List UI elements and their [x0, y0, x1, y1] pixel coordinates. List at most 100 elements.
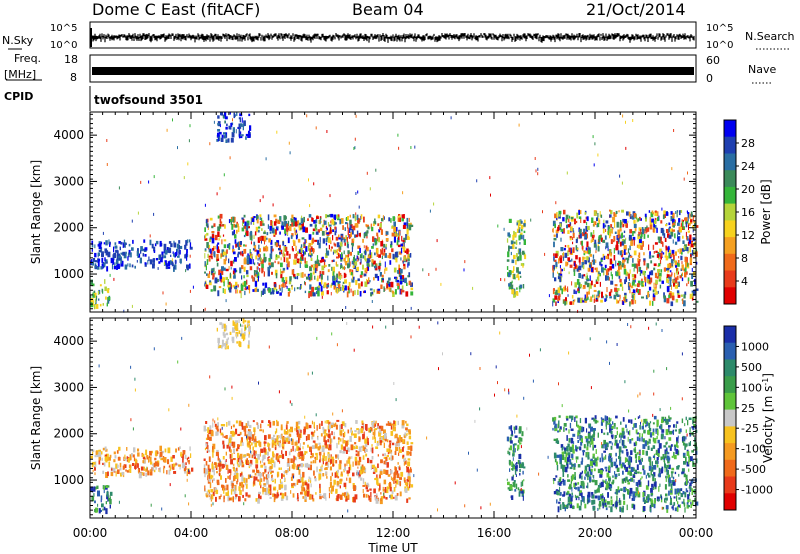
ytick-label: 2000 — [53, 427, 84, 441]
time-tick-label: 00:00 — [679, 526, 714, 540]
cpid-label: CPID — [4, 90, 33, 103]
heatmap-patch-3 — [216, 318, 251, 350]
nsky-tick-bottom: 10^0 — [50, 40, 77, 51]
colorbar-swatch — [724, 392, 736, 411]
nsearch-tick-bottom: 10^0 — [706, 40, 733, 51]
colorbar-swatch — [724, 153, 736, 171]
freq-trace — [92, 67, 694, 75]
nave-label: Nave — [748, 63, 776, 76]
nsky-trace-line — [91, 33, 695, 43]
colorbar-tick-label: 16 — [741, 206, 755, 219]
velocity-axes: 4000 3000 2000 1000 — [53, 318, 697, 518]
colorbar-tick-label: 20 — [741, 183, 755, 196]
heatmap-patch-4 — [506, 218, 527, 298]
heatmap-patch-2 — [203, 419, 414, 505]
velocity-colorbar-label: Velocity [m s-1] — [761, 373, 776, 463]
time-tick-label: 12:00 — [376, 526, 411, 540]
freq-tick-bottom: 8 — [70, 71, 77, 84]
colorbar-swatch — [724, 426, 736, 444]
heatmap-patch-5 — [552, 209, 699, 307]
freq-panel-frame — [89, 54, 697, 83]
ytick-label: 2000 — [53, 221, 84, 235]
nave-tick-bottom: 0 — [706, 72, 713, 85]
colorbar-swatch — [724, 186, 736, 205]
time-tick-label: 20:00 — [578, 526, 613, 540]
power-heatmap — [90, 112, 699, 313]
nsky-tick-top: 10^5 — [50, 23, 77, 34]
heatmap-patch-1 — [90, 445, 194, 479]
colorbar-swatch — [724, 136, 736, 154]
nsearch-label: N.Search — [745, 30, 795, 43]
time-axis: 00:00 04:00 08:00 12:00 16:00 20:00 00:00 — [73, 526, 714, 540]
time-tick-label: 00:00 — [73, 526, 108, 540]
freq-tick-top: 18 — [64, 53, 78, 66]
colorbar-swatch — [724, 476, 736, 494]
colorbar-swatch — [724, 270, 736, 288]
nave-tick-top: 60 — [706, 54, 720, 67]
colorbar-swatch — [724, 203, 736, 221]
colorbar-swatch — [724, 359, 736, 377]
colorbar-swatch — [724, 409, 736, 427]
date-title: 21/Oct/2014 — [586, 0, 686, 19]
heatmap-patch-0 — [90, 279, 111, 310]
power-axes: 4000 3000 2000 1000 — [53, 112, 697, 312]
colorbar-swatch — [724, 120, 736, 138]
colorbar-tick-label: 1000 — [741, 340, 769, 353]
heatmap-patch-3 — [216, 112, 252, 143]
beam-title: Beam 04 — [352, 0, 424, 19]
colorbar-tick-label: 100 — [741, 381, 762, 394]
station-title: Dome C East (fitACF) — [92, 0, 260, 19]
nsky-trace — [90, 28, 695, 47]
colorbar-swatch — [724, 170, 736, 188]
colorbar-swatch — [724, 443, 736, 461]
ytick-label: 4000 — [53, 128, 84, 142]
power-colorbar: 28 24 20 16 12 8 4 — [723, 119, 755, 305]
colorbar-tick-label: 25 — [741, 402, 755, 415]
colorbar-swatch — [724, 459, 736, 477]
colorbar-tick-label: 24 — [741, 160, 755, 173]
colorbar-swatch — [724, 237, 736, 255]
colorbar-swatch — [724, 220, 736, 238]
time-tick-label: 08:00 — [275, 526, 310, 540]
time-tick-label: 16:00 — [477, 526, 512, 540]
time-axis-label: Time UT — [367, 541, 418, 554]
heatmap-patch-4 — [506, 425, 526, 501]
colorbar-tick-label: -1000 — [741, 484, 773, 497]
freq-label: Freq. — [14, 52, 41, 65]
colorbar-tick-label: 28 — [741, 137, 755, 150]
freq-unit: [MHz] — [4, 68, 36, 81]
colorbar-tick-label: -25 — [741, 422, 759, 435]
velocity-ylabel: Slant Range [km] — [29, 366, 43, 470]
colorbar-swatch — [724, 253, 736, 271]
velocity-heatmap — [90, 318, 699, 518]
ytick-label: 4000 — [53, 334, 84, 348]
heatmap-patch-0 — [90, 485, 113, 515]
colorbar-tick-label: -500 — [741, 463, 766, 476]
ytick-label: 1000 — [53, 473, 84, 487]
power-colorbar-label: Power [dB] — [759, 179, 773, 244]
colorbar-tick-label: 500 — [741, 361, 762, 374]
colorbar-swatch — [724, 376, 736, 394]
nsky-label: N.Sky — [2, 34, 34, 47]
colorbar-tick-label: 8 — [741, 252, 748, 265]
colorbar-tick-label: 12 — [741, 229, 755, 242]
cpid-value: twofsound 3501 — [94, 93, 203, 107]
colorbar-swatch — [724, 342, 736, 360]
heatmap-patch-5 — [552, 415, 699, 513]
colorbar-swatch — [724, 493, 736, 511]
colorbar-swatch — [724, 287, 736, 305]
colorbar-frame — [723, 325, 737, 511]
colorbar-tick-label: 4 — [741, 275, 748, 288]
velocity-colorbar: 1000 500 100 25 -25 -100 -500 -1000 — [723, 325, 773, 511]
time-tick-label: 04:00 — [174, 526, 209, 540]
ytick-label: 3000 — [53, 174, 84, 188]
colorbar-swatch — [724, 326, 736, 344]
heatmap-patch-2 — [204, 213, 414, 299]
colorbar-tick-label: -100 — [741, 443, 766, 456]
heatmap-patch-1 — [90, 239, 193, 272]
power-ylabel: Slant Range [km] — [29, 160, 43, 264]
heatmap-scatter — [102, 114, 695, 313]
ytick-label: 1000 — [53, 267, 84, 281]
ytick-label: 3000 — [53, 380, 84, 394]
